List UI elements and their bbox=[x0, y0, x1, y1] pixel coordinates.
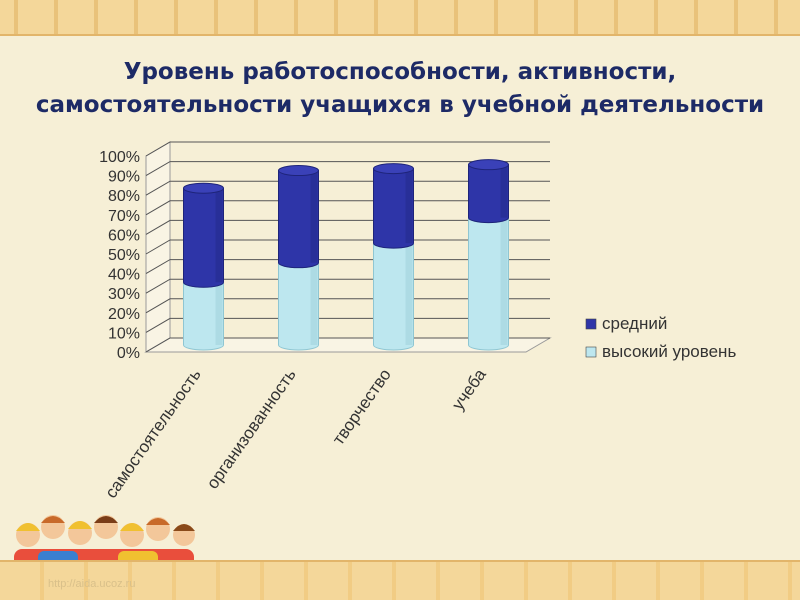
y-tick-label: 80% bbox=[108, 188, 140, 205]
x-category-label: творчество bbox=[329, 365, 395, 448]
chart-grid bbox=[144, 141, 552, 353]
x-category-label: учеба bbox=[448, 365, 490, 414]
x-category-label: организованность bbox=[203, 365, 300, 492]
y-tick-label: 90% bbox=[108, 169, 140, 186]
y-tick-label: 10% bbox=[108, 325, 140, 342]
gridline bbox=[145, 141, 550, 157]
x-category-label: самостоятельность bbox=[101, 365, 204, 501]
y-tick-label: 30% bbox=[108, 286, 140, 303]
gridline bbox=[145, 337, 550, 353]
legend-swatch bbox=[585, 318, 597, 330]
decorative-bottom-border bbox=[0, 560, 800, 600]
title-line-2: самостоятельности учащихся в учебной дея… bbox=[35, 92, 765, 118]
chart-bars bbox=[183, 159, 509, 351]
y-tick-label: 100% bbox=[99, 149, 140, 166]
source-watermark: http://aida.ucoz.ru bbox=[48, 578, 136, 590]
bar-high-2 bbox=[373, 237, 414, 351]
legend-label: средний bbox=[602, 314, 667, 333]
gridline bbox=[145, 317, 550, 333]
chart-legend: средний высокий уровень bbox=[585, 314, 736, 361]
y-tick-label: 60% bbox=[108, 227, 140, 244]
bar-high-1 bbox=[278, 257, 319, 351]
y-axis-tick-labels: 0% 10% 20% 30% 40% 50% 60% 70% 80% 90% 100% bbox=[99, 149, 140, 362]
y-tick-label: 0% bbox=[117, 345, 140, 362]
gridline bbox=[145, 219, 550, 235]
gridline bbox=[145, 278, 550, 294]
decorative-top-border bbox=[0, 0, 800, 36]
y-tick-label: 40% bbox=[108, 267, 140, 284]
y-tick-label: 70% bbox=[108, 208, 140, 225]
title-line-1: Уровень работоспособности, активности, bbox=[123, 59, 677, 85]
y-tick-label: 50% bbox=[108, 247, 140, 264]
legend-swatch bbox=[585, 346, 597, 358]
bar-medium-3 bbox=[468, 159, 509, 224]
bar-medium-1 bbox=[278, 165, 319, 269]
gridline bbox=[145, 180, 550, 196]
gridline bbox=[145, 298, 550, 314]
slide-title: Уровень работоспособности, активности, с… bbox=[0, 56, 800, 122]
bar-medium-2 bbox=[373, 163, 414, 249]
gridline bbox=[145, 161, 550, 177]
bar-high-3 bbox=[468, 212, 509, 351]
gridline bbox=[145, 239, 550, 255]
bar-medium-0 bbox=[183, 182, 224, 288]
gridline bbox=[145, 200, 550, 216]
bar-high-0 bbox=[183, 276, 224, 351]
legend-label: высокий уровень bbox=[602, 342, 736, 361]
gridline bbox=[145, 259, 550, 275]
y-tick-label: 20% bbox=[108, 306, 140, 323]
